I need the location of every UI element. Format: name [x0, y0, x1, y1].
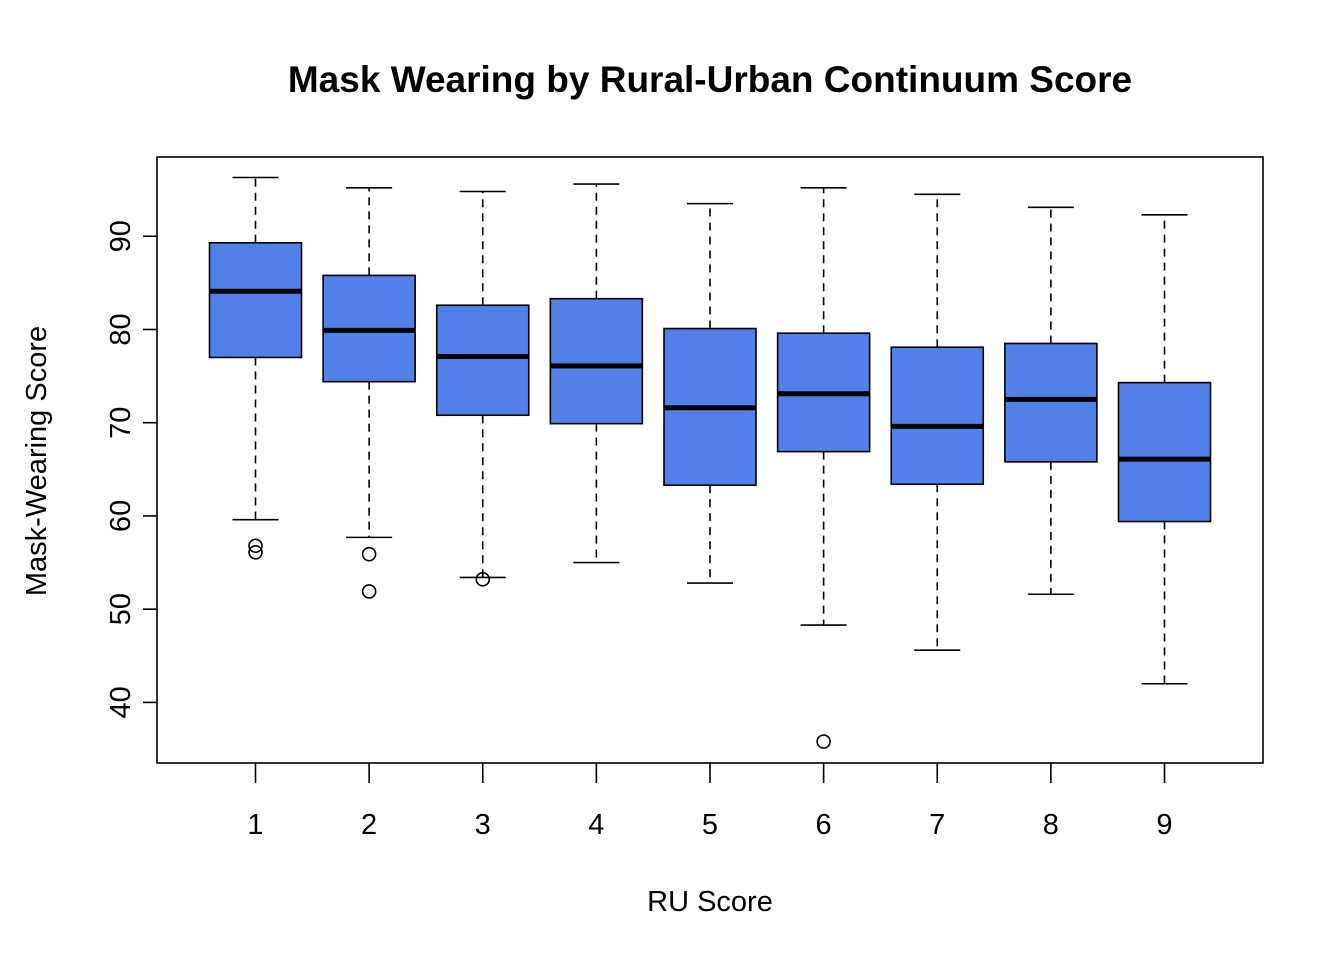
x-tick-label: 3 — [475, 809, 491, 841]
box-9 — [1117, 381, 1212, 523]
box-3 — [435, 304, 530, 417]
outlier-point — [475, 572, 491, 587]
box-1 — [208, 241, 303, 359]
box-4 — [549, 297, 644, 425]
y-tick-label: 90 — [105, 220, 137, 252]
box-8 — [1004, 342, 1098, 463]
y-tick-label: 60 — [105, 500, 137, 532]
x-tick-label: 1 — [247, 809, 263, 841]
outlier-point — [248, 544, 263, 560]
outlier-point — [816, 734, 831, 749]
x-tick-label: 9 — [1156, 809, 1172, 841]
outlier-point — [361, 584, 377, 599]
y-tick-label: 40 — [105, 686, 137, 718]
x-tick-label: 4 — [588, 809, 604, 841]
x-tick-label: 8 — [1043, 809, 1059, 841]
y-axis-label: Mask-Wearing Score — [21, 326, 53, 596]
y-tick-label: 80 — [105, 313, 137, 345]
y-tick-label: 70 — [105, 407, 137, 439]
x-tick-label: 5 — [702, 809, 718, 841]
x-axis-label: RU Score — [647, 886, 773, 918]
box-7 — [890, 346, 985, 486]
outlier-point — [248, 538, 263, 554]
x-tick-label: 2 — [361, 809, 377, 841]
plot-area: 40 50 60 70 80 90 1 2 3 4 5 6 7 8 9 — [105, 156, 1264, 841]
x-tick-label: 7 — [929, 809, 945, 841]
y-tick-label: 50 — [105, 593, 137, 625]
x-tick-label: 6 — [816, 809, 832, 841]
chart-title: Mask Wearing by Rural-Urban Continuum Sc… — [288, 59, 1132, 100]
outlier-point — [361, 546, 377, 562]
